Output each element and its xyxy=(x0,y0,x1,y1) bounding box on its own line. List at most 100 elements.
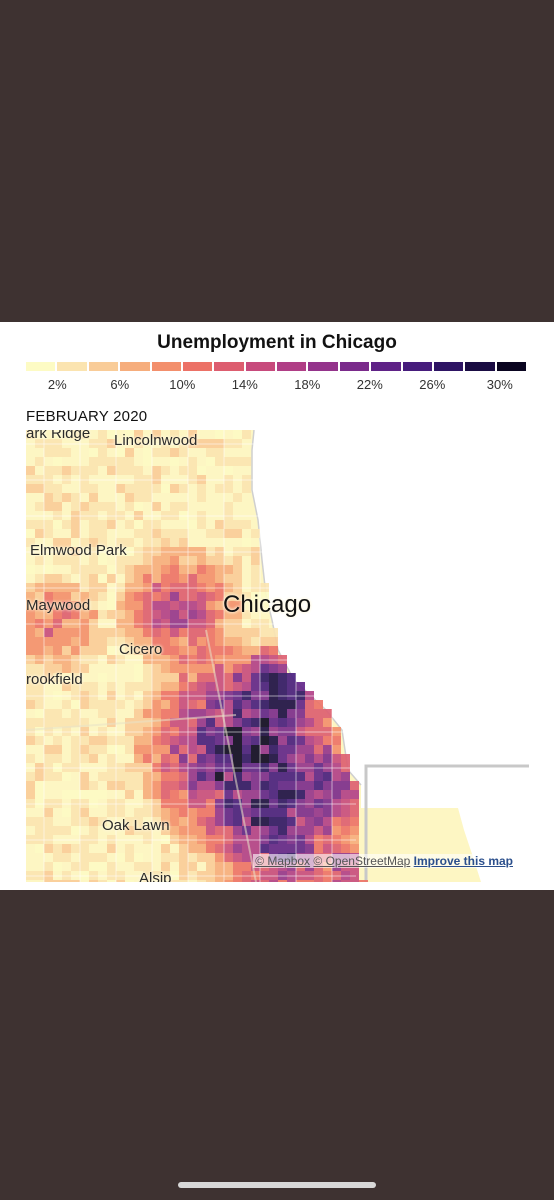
tract-cell xyxy=(80,808,89,817)
tract-cell xyxy=(152,601,161,610)
tract-cell xyxy=(161,709,170,718)
tract-cell xyxy=(224,457,233,466)
tract-cell xyxy=(215,817,224,826)
tract-cell xyxy=(134,826,143,835)
tract-cell xyxy=(152,448,161,457)
tract-cell xyxy=(287,880,296,882)
tract-cell xyxy=(125,610,134,619)
tract-cell xyxy=(26,700,35,709)
tract-cell xyxy=(305,700,314,709)
tract-cell xyxy=(62,853,71,862)
tract-cell xyxy=(152,538,161,547)
openstreetmap-link[interactable]: © OpenStreetMap xyxy=(313,854,411,868)
tract-cell xyxy=(152,664,161,673)
tract-cell xyxy=(206,790,215,799)
tract-cell xyxy=(26,817,35,826)
tract-cell xyxy=(134,466,143,475)
improve-map-link[interactable]: Improve this map xyxy=(413,854,513,868)
tract-cell xyxy=(305,709,314,718)
legend-swatch xyxy=(57,362,87,371)
tract-cell xyxy=(71,790,80,799)
tract-cell xyxy=(341,844,350,853)
tract-cell xyxy=(296,709,305,718)
tract-cell xyxy=(269,826,278,835)
tract-cell xyxy=(224,745,233,754)
tract-cell xyxy=(251,844,260,853)
tract-cell xyxy=(62,646,71,655)
tract-cell xyxy=(116,637,125,646)
tract-cell xyxy=(206,862,215,871)
tract-cell xyxy=(224,565,233,574)
tract-cell xyxy=(242,862,251,871)
tract-cell xyxy=(233,826,242,835)
choropleth-map[interactable]: ark Ridge Lincolnwood Elmwood Park Maywo… xyxy=(26,430,529,882)
tract-cell xyxy=(242,637,251,646)
tract-cell xyxy=(125,781,134,790)
tract-cell xyxy=(260,700,269,709)
tract-cell xyxy=(44,808,53,817)
tract-cell xyxy=(251,808,260,817)
tract-cell xyxy=(161,529,170,538)
tract-cell xyxy=(224,574,233,583)
tract-cell xyxy=(179,673,188,682)
tract-cell xyxy=(233,682,242,691)
tract-cell xyxy=(134,700,143,709)
tract-cell xyxy=(71,682,80,691)
legend-tick-label: 2% xyxy=(47,377,67,392)
tract-cell xyxy=(332,808,341,817)
tract-cell xyxy=(89,880,98,882)
tract-cell xyxy=(125,538,134,547)
tract-cell xyxy=(314,700,323,709)
tract-cell xyxy=(278,736,287,745)
tract-cell xyxy=(233,457,242,466)
tract-cell xyxy=(107,808,116,817)
state-boundary xyxy=(364,764,529,882)
tract-cell xyxy=(233,880,242,882)
legend-swatch xyxy=(371,362,401,371)
tract-cell xyxy=(224,826,233,835)
tract-cell xyxy=(134,646,143,655)
home-indicator[interactable] xyxy=(178,1182,376,1188)
tract-cell xyxy=(287,844,296,853)
tract-cell xyxy=(134,556,143,565)
tract-cell xyxy=(170,772,179,781)
tract-cell xyxy=(323,817,332,826)
tract-cell xyxy=(215,808,224,817)
tract-cell xyxy=(26,466,35,475)
tract-cell xyxy=(116,565,125,574)
tract-cell xyxy=(224,592,233,601)
tract-cell xyxy=(197,493,206,502)
tract-cell xyxy=(89,574,98,583)
tract-cell xyxy=(161,718,170,727)
tract-cell xyxy=(134,637,143,646)
tract-cell xyxy=(278,754,287,763)
tract-cell xyxy=(224,844,233,853)
tract-cell xyxy=(44,646,53,655)
tract-cell xyxy=(233,646,242,655)
tract-cell xyxy=(251,754,260,763)
legend-swatch xyxy=(88,362,119,371)
tract-cell xyxy=(143,565,152,574)
tract-cell xyxy=(71,493,80,502)
tract-cell xyxy=(260,736,269,745)
tract-cell xyxy=(134,484,143,493)
map-canvas[interactable] xyxy=(26,430,529,882)
tract-cell xyxy=(305,817,314,826)
tract-cell xyxy=(269,664,278,673)
tract-cell xyxy=(179,466,188,475)
tract-cell xyxy=(98,502,107,511)
tract-cell xyxy=(35,664,44,673)
tract-cell xyxy=(62,448,71,457)
tract-cell xyxy=(143,673,152,682)
tract-cell xyxy=(206,673,215,682)
tract-cell xyxy=(215,628,224,637)
tract-cell xyxy=(224,637,233,646)
tract-cell xyxy=(251,826,260,835)
tract-cell xyxy=(53,637,62,646)
tract-cell xyxy=(80,862,89,871)
mapbox-link[interactable]: © Mapbox xyxy=(255,854,311,868)
tract-cell xyxy=(35,556,44,565)
tract-cell xyxy=(179,601,188,610)
tract-cell xyxy=(305,844,314,853)
tract-cell xyxy=(260,682,269,691)
